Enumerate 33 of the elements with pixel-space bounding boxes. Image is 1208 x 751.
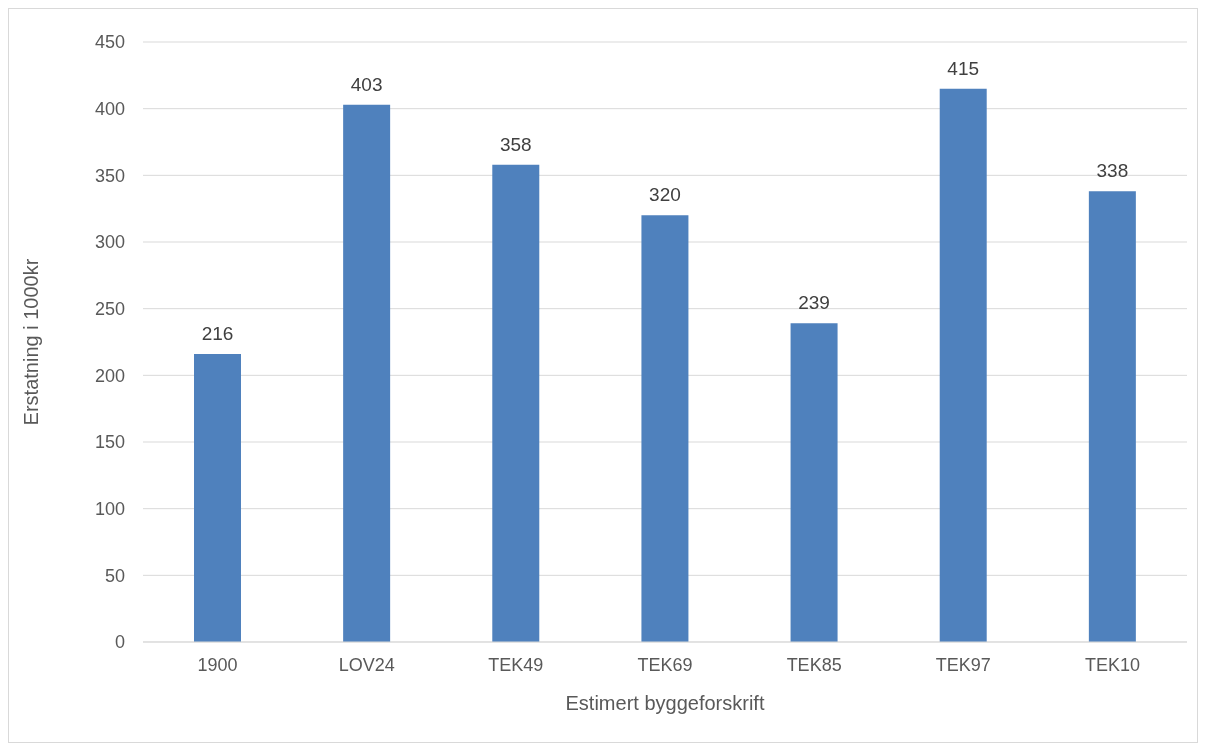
y-tick-label: 300 bbox=[94, 232, 125, 253]
data-label: 338 bbox=[1096, 160, 1129, 182]
x-tick-label: 1900 bbox=[197, 654, 238, 675]
bar bbox=[194, 354, 241, 642]
x-tick-label: LOV24 bbox=[338, 654, 395, 675]
x-axis-title: Estimert byggeforskrift bbox=[565, 692, 765, 714]
bar bbox=[790, 323, 838, 642]
x-tick-label: TEK10 bbox=[1084, 654, 1140, 675]
x-tick-label: TEK69 bbox=[637, 654, 693, 675]
y-tick-label: 350 bbox=[94, 165, 125, 186]
y-tick-label: 0 bbox=[114, 632, 125, 653]
bar bbox=[939, 88, 987, 642]
y-tick-label: 100 bbox=[94, 499, 125, 520]
y-tick-label: 50 bbox=[104, 565, 125, 586]
x-tick-label: TEK97 bbox=[935, 654, 991, 675]
y-tick-label: 150 bbox=[94, 432, 125, 453]
data-label: 403 bbox=[350, 73, 383, 95]
y-tick-label: 250 bbox=[94, 299, 125, 320]
y-tick-label: 200 bbox=[94, 365, 125, 386]
x-tick-label: TEK49 bbox=[488, 654, 544, 675]
data-label: 320 bbox=[649, 184, 681, 206]
data-label: 358 bbox=[499, 133, 532, 155]
bar bbox=[492, 164, 540, 642]
data-label: 216 bbox=[201, 323, 234, 344]
bar bbox=[343, 104, 391, 642]
y-axis-title: Erstatning i 1000kr bbox=[20, 258, 43, 426]
y-tick-label: 400 bbox=[94, 99, 125, 120]
y-tick-label: 450 bbox=[94, 32, 125, 53]
x-tick-label: TEK85 bbox=[786, 654, 842, 675]
data-label: 415 bbox=[947, 57, 980, 79]
bar bbox=[1088, 191, 1136, 642]
data-label: 239 bbox=[798, 292, 830, 314]
bar bbox=[641, 215, 689, 642]
